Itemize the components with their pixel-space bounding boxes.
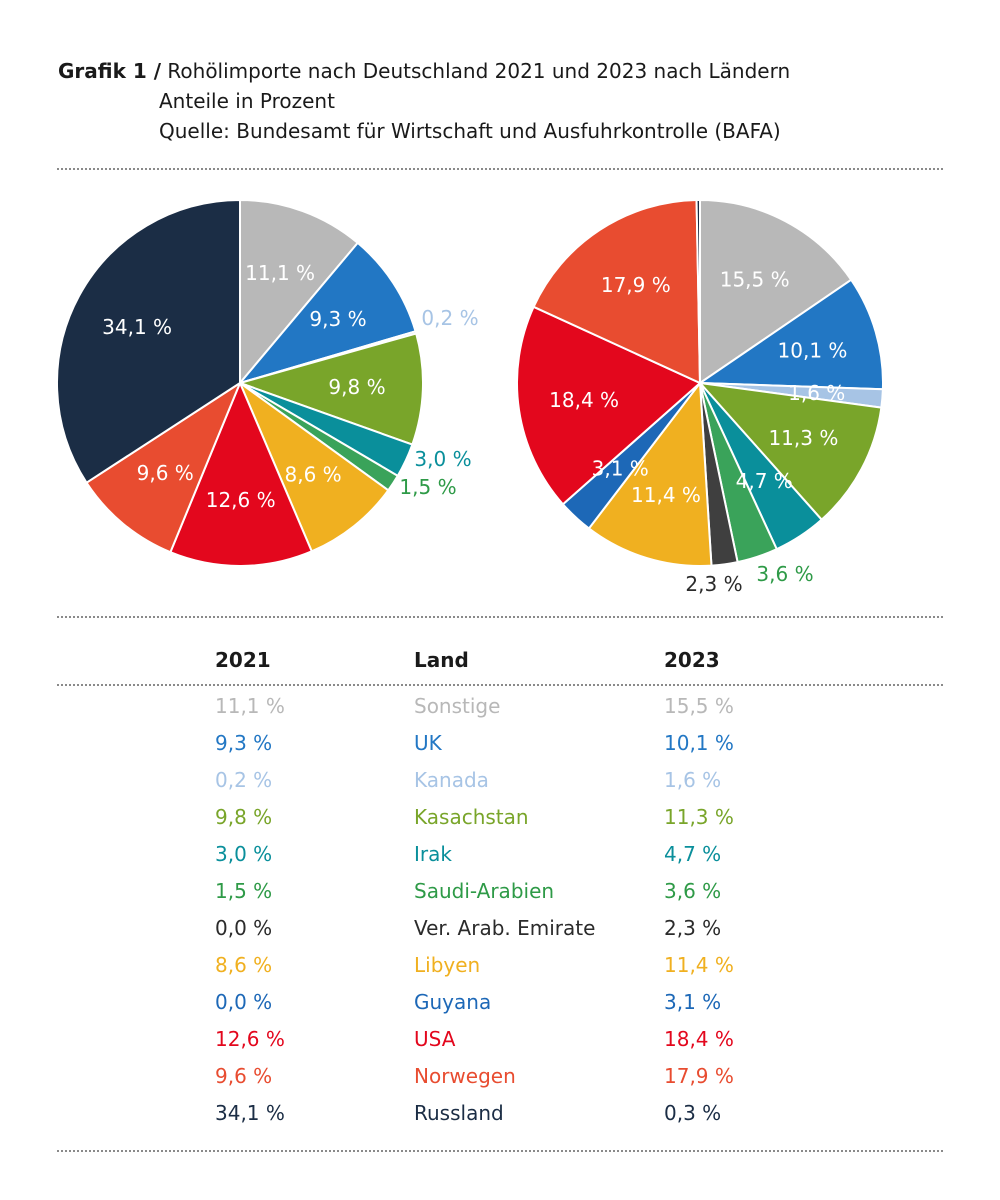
table-cell-land: Sonstige [414,694,501,718]
data-label-2021-kasachstan: 9,8 % [328,375,385,399]
divider-top [57,168,943,170]
slice-2021-usa [169,382,313,567]
data-label-2023-kasachstan: 11,3 % [768,426,838,450]
data-label-2021-irak: 3,0 % [414,447,471,471]
divider-middle [57,616,943,618]
slice-2021-russland [56,199,241,484]
slice-2023-uk [699,278,884,391]
chart-header: Grafik 1 / Rohölimporte nach Deutschland… [58,56,958,146]
table-cell-land: Saudi-Arabien [414,879,555,903]
pie-chart-2023: 15,5 % 10,1 % 1,6 % 11,3 % 4,7 % 3,6 % 2,3 % 11… [515,198,884,596]
table-cell-v2021: 1,5 % [215,879,273,903]
data-label-2023-saudi-arabien: 3,6 % [756,562,813,586]
table-cell-v2021: 34,1 % [215,1101,285,1125]
table-cell-v2023: 17,9 % [664,1064,734,1088]
table-cell-v2023: 18,4 % [664,1027,734,1051]
slice-2023-russland [695,198,701,384]
table-cell-v2023: 2,3 % [664,916,722,940]
table-cell-v2021: 12,6 % [215,1027,285,1051]
table-cell-land: Kanada [414,768,489,792]
slice-2023-usa [515,305,701,506]
table-cell-land: Norwegen [414,1064,516,1088]
table-cell-v2023: 15,5 % [664,694,734,718]
slice-2021-sonstige [239,199,359,384]
data-label-2021-uk: 9,3 % [309,307,366,331]
data-label-2023-sonstige: 15,5 % [720,267,790,291]
table-cell-v2021: 9,3 % [215,731,273,755]
table-cell-v2023: 3,6 % [664,879,722,903]
data-label-2023-norwegen: 17,9 % [601,273,671,297]
table-cell-v2021: 8,6 % [215,953,273,977]
data-label-2023-kanada: 1,6 % [788,381,845,405]
slice-2023-sonstige [699,199,853,384]
table-cell-land: Russland [414,1101,504,1125]
data-label-2021-usa: 12,6 % [206,488,276,512]
pie-chart-2021: 11,1 % 9,3 % 0,2 % 9,8 % 3,0 % 1,5 % 8,6 % 12,6… [56,199,479,567]
table-cell-land: Kasachstan [414,805,529,829]
table-cell-v2021: 9,8 % [215,805,273,829]
table-cell-v2021: 0,2 % [215,768,273,792]
data-label-2023-uk: 10,1 % [778,338,848,362]
slice-2021-uk [239,241,417,384]
column-header-land: Land [414,648,469,672]
slice-2023-libyen [587,382,713,567]
column-header-2023: 2023 [664,648,720,672]
data-label-2023-irak: 4,7 % [736,469,793,493]
data-label-2021-sonstige: 11,1 % [245,261,315,285]
data-label-2021-kanada: 0,2 % [421,306,478,330]
chart-source: Quelle: Bundesamt für Wirtschaft und Aus… [159,119,781,143]
divider-table-header [57,684,943,686]
table-cell-v2021: 0,0 % [215,916,273,940]
table-cell-land: Guyana [414,990,492,1014]
chart-subtitle: Anteile in Prozent [159,89,335,113]
table-cell-v2021: 9,6 % [215,1064,273,1088]
table-cell-land: Irak [414,842,452,866]
table-cell-v2021: 11,1 % [215,694,285,718]
data-label-2023-guyana: 3,1 % [592,457,649,481]
slice-2023-kasachstan [699,382,883,521]
data-label-2023-libyen: 11,4 % [631,483,701,507]
data-label-2021-libyen: 8,6 % [285,463,342,487]
table-cell-v2023: 3,1 % [664,990,722,1014]
pie-charts: 11,1 % 9,3 % 0,2 % 9,8 % 3,0 % 1,5 % 8,6 % 12,6… [56,198,884,596]
data-label-2023-usa: 18,4 % [549,388,619,412]
header-title-line: Grafik 1 / Rohölimporte nach Deutschland… [58,56,958,86]
table-cell-v2023: 11,4 % [664,953,734,977]
table-cell-v2021: 0,0 % [215,990,273,1014]
data-label-2021-norwegen: 9,6 % [137,461,194,485]
column-header-2021: 2021 [215,648,271,672]
table-cell-v2023: 10,1 % [664,731,734,755]
slice-2021-norwegen [85,382,241,554]
table-cell-land: USA [414,1027,456,1051]
data-label-2021-saudi-arabien: 1,5 % [399,475,456,499]
table-cell-land: Libyen [414,953,481,977]
table-cell-v2023: 0,3 % [664,1101,722,1125]
data-label-2021-russland: 34,1 % [102,315,172,339]
chart-title: Rohölimporte nach Deutschland 2021 und 2… [167,59,791,83]
table-cell-land: UK [414,731,442,755]
table-cell-v2023: 1,6 % [664,768,722,792]
slice-2023-norwegen [532,199,701,384]
data-label-2023-ver-arab-emirate: 2,3 % [685,572,742,596]
table-cell-v2023: 11,3 % [664,805,734,829]
table-cell-v2021: 3,0 % [215,842,273,866]
slice-2021-kasachstan [239,332,424,446]
divider-bottom [57,1150,943,1152]
table-cell-land: Ver. Arab. Emirate [414,916,596,940]
slice-2021-libyen [239,382,390,553]
table-cell-v2023: 4,7 % [664,842,722,866]
figure-label: Grafik 1 / [58,59,162,83]
